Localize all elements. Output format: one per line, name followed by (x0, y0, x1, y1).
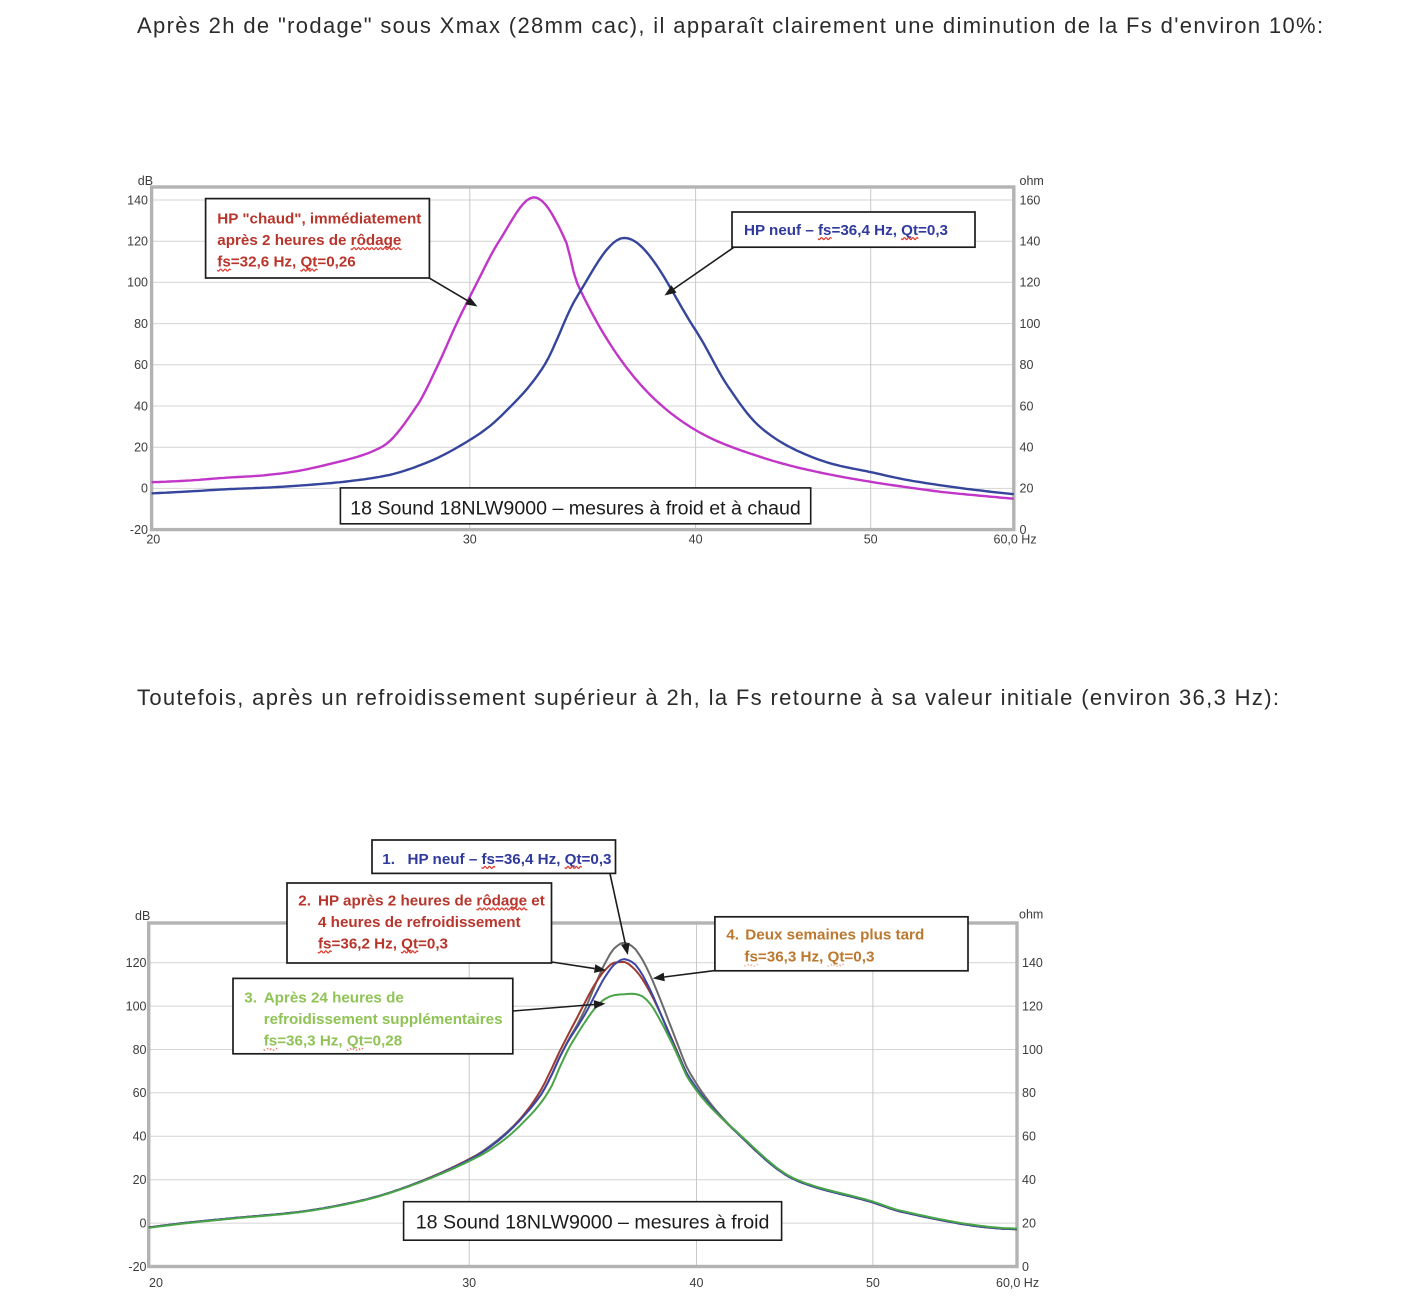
svg-text:fs=36,3 Hz, Qt=0,28: fs=36,3 Hz, Qt=0,28 (264, 1033, 402, 1050)
svg-text:140: 140 (127, 193, 148, 207)
svg-text:HP après 2 heures de rôdage et: HP après 2 heures de rôdage et (318, 892, 545, 909)
svg-text:-20: -20 (130, 523, 148, 537)
svg-text:40: 40 (689, 532, 703, 546)
svg-text:2.: 2. (298, 892, 311, 909)
svg-text:140: 140 (1022, 956, 1043, 970)
svg-text:après 2 heures de rôdage: après 2 heures de rôdage (217, 232, 401, 249)
svg-text:40: 40 (134, 399, 148, 413)
svg-text:40: 40 (133, 1130, 147, 1144)
svg-text:40: 40 (1020, 441, 1034, 455)
svg-text:80: 80 (1020, 358, 1034, 372)
svg-text:50: 50 (866, 1276, 880, 1290)
svg-text:HP neuf – fs=36,4 Hz, Qt=0,3: HP neuf – fs=36,4 Hz, Qt=0,3 (408, 851, 612, 868)
svg-text:20: 20 (133, 1173, 147, 1187)
svg-text:Après 24 heures de: Après 24 heures de (264, 989, 404, 1006)
svg-text:60: 60 (134, 358, 148, 372)
svg-text:100: 100 (1020, 317, 1041, 331)
svg-text:dB: dB (135, 909, 150, 923)
svg-text:20: 20 (149, 1276, 163, 1290)
svg-text:160: 160 (1020, 193, 1041, 207)
svg-text:30: 30 (463, 532, 477, 546)
svg-text:Deux semaines plus tard: Deux semaines plus tard (745, 927, 924, 944)
svg-text:HP "chaud", immédiatement: HP "chaud", immédiatement (217, 211, 421, 228)
svg-text:120: 120 (1020, 276, 1041, 290)
svg-text:60: 60 (1022, 1130, 1036, 1144)
svg-text:ohm: ohm (1019, 908, 1043, 922)
svg-text:60: 60 (1020, 399, 1034, 413)
svg-text:0: 0 (1020, 523, 1027, 537)
svg-text:80: 80 (133, 1043, 147, 1057)
svg-text:4 heures de refroidissement: 4 heures de refroidissement (318, 914, 521, 931)
svg-text:100: 100 (127, 276, 148, 290)
svg-text:18 Sound 18NLW9000 – mesures à: 18 Sound 18NLW9000 – mesures à froid et … (350, 498, 801, 520)
svg-text:120: 120 (127, 235, 148, 249)
svg-text:refroidissement supplémentaire: refroidissement supplémentaires (264, 1011, 503, 1028)
svg-text:80: 80 (134, 317, 148, 331)
svg-text:60: 60 (133, 1086, 147, 1100)
svg-text:20: 20 (146, 532, 160, 546)
svg-text:100: 100 (1022, 1043, 1043, 1057)
svg-text:-20: -20 (128, 1260, 146, 1274)
svg-text:100: 100 (126, 999, 147, 1013)
svg-text:50: 50 (864, 532, 878, 546)
svg-text:20: 20 (1020, 482, 1034, 496)
svg-text:ohm: ohm (1020, 174, 1044, 188)
svg-text:18 Sound 18NLW9000 – mesures à: 18 Sound 18NLW9000 – mesures à froid (416, 1212, 770, 1234)
svg-text:0: 0 (140, 1216, 147, 1230)
svg-text:60,0 Hz: 60,0 Hz (994, 532, 1037, 546)
svg-text:fs=36,2 Hz, Qt=0,3: fs=36,2 Hz, Qt=0,3 (318, 935, 448, 952)
svg-text:20: 20 (1022, 1216, 1036, 1230)
svg-text:0: 0 (141, 482, 148, 496)
svg-text:80: 80 (1022, 1086, 1036, 1100)
svg-text:fs=32,6 Hz, Qt=0,26: fs=32,6 Hz, Qt=0,26 (217, 254, 355, 271)
svg-text:40: 40 (1022, 1173, 1036, 1187)
svg-text:4.: 4. (726, 927, 739, 944)
svg-text:0: 0 (1022, 1260, 1029, 1274)
svg-text:30: 30 (462, 1276, 476, 1290)
svg-text:3.: 3. (244, 989, 257, 1006)
svg-text:dB: dB (138, 174, 153, 188)
svg-text:40: 40 (690, 1276, 704, 1290)
svg-text:120: 120 (1022, 999, 1043, 1013)
svg-text:fs=36,3 Hz, Qt=0,3: fs=36,3 Hz, Qt=0,3 (744, 949, 874, 966)
svg-text:60,0 Hz: 60,0 Hz (996, 1276, 1039, 1290)
svg-text:20: 20 (134, 441, 148, 455)
svg-text:140: 140 (1020, 235, 1041, 249)
svg-text:HP neuf – fs=36,4 Hz, Qt=0,3: HP neuf – fs=36,4 Hz, Qt=0,3 (744, 222, 948, 239)
svg-text:120: 120 (126, 956, 147, 970)
svg-text:1.: 1. (382, 851, 395, 868)
